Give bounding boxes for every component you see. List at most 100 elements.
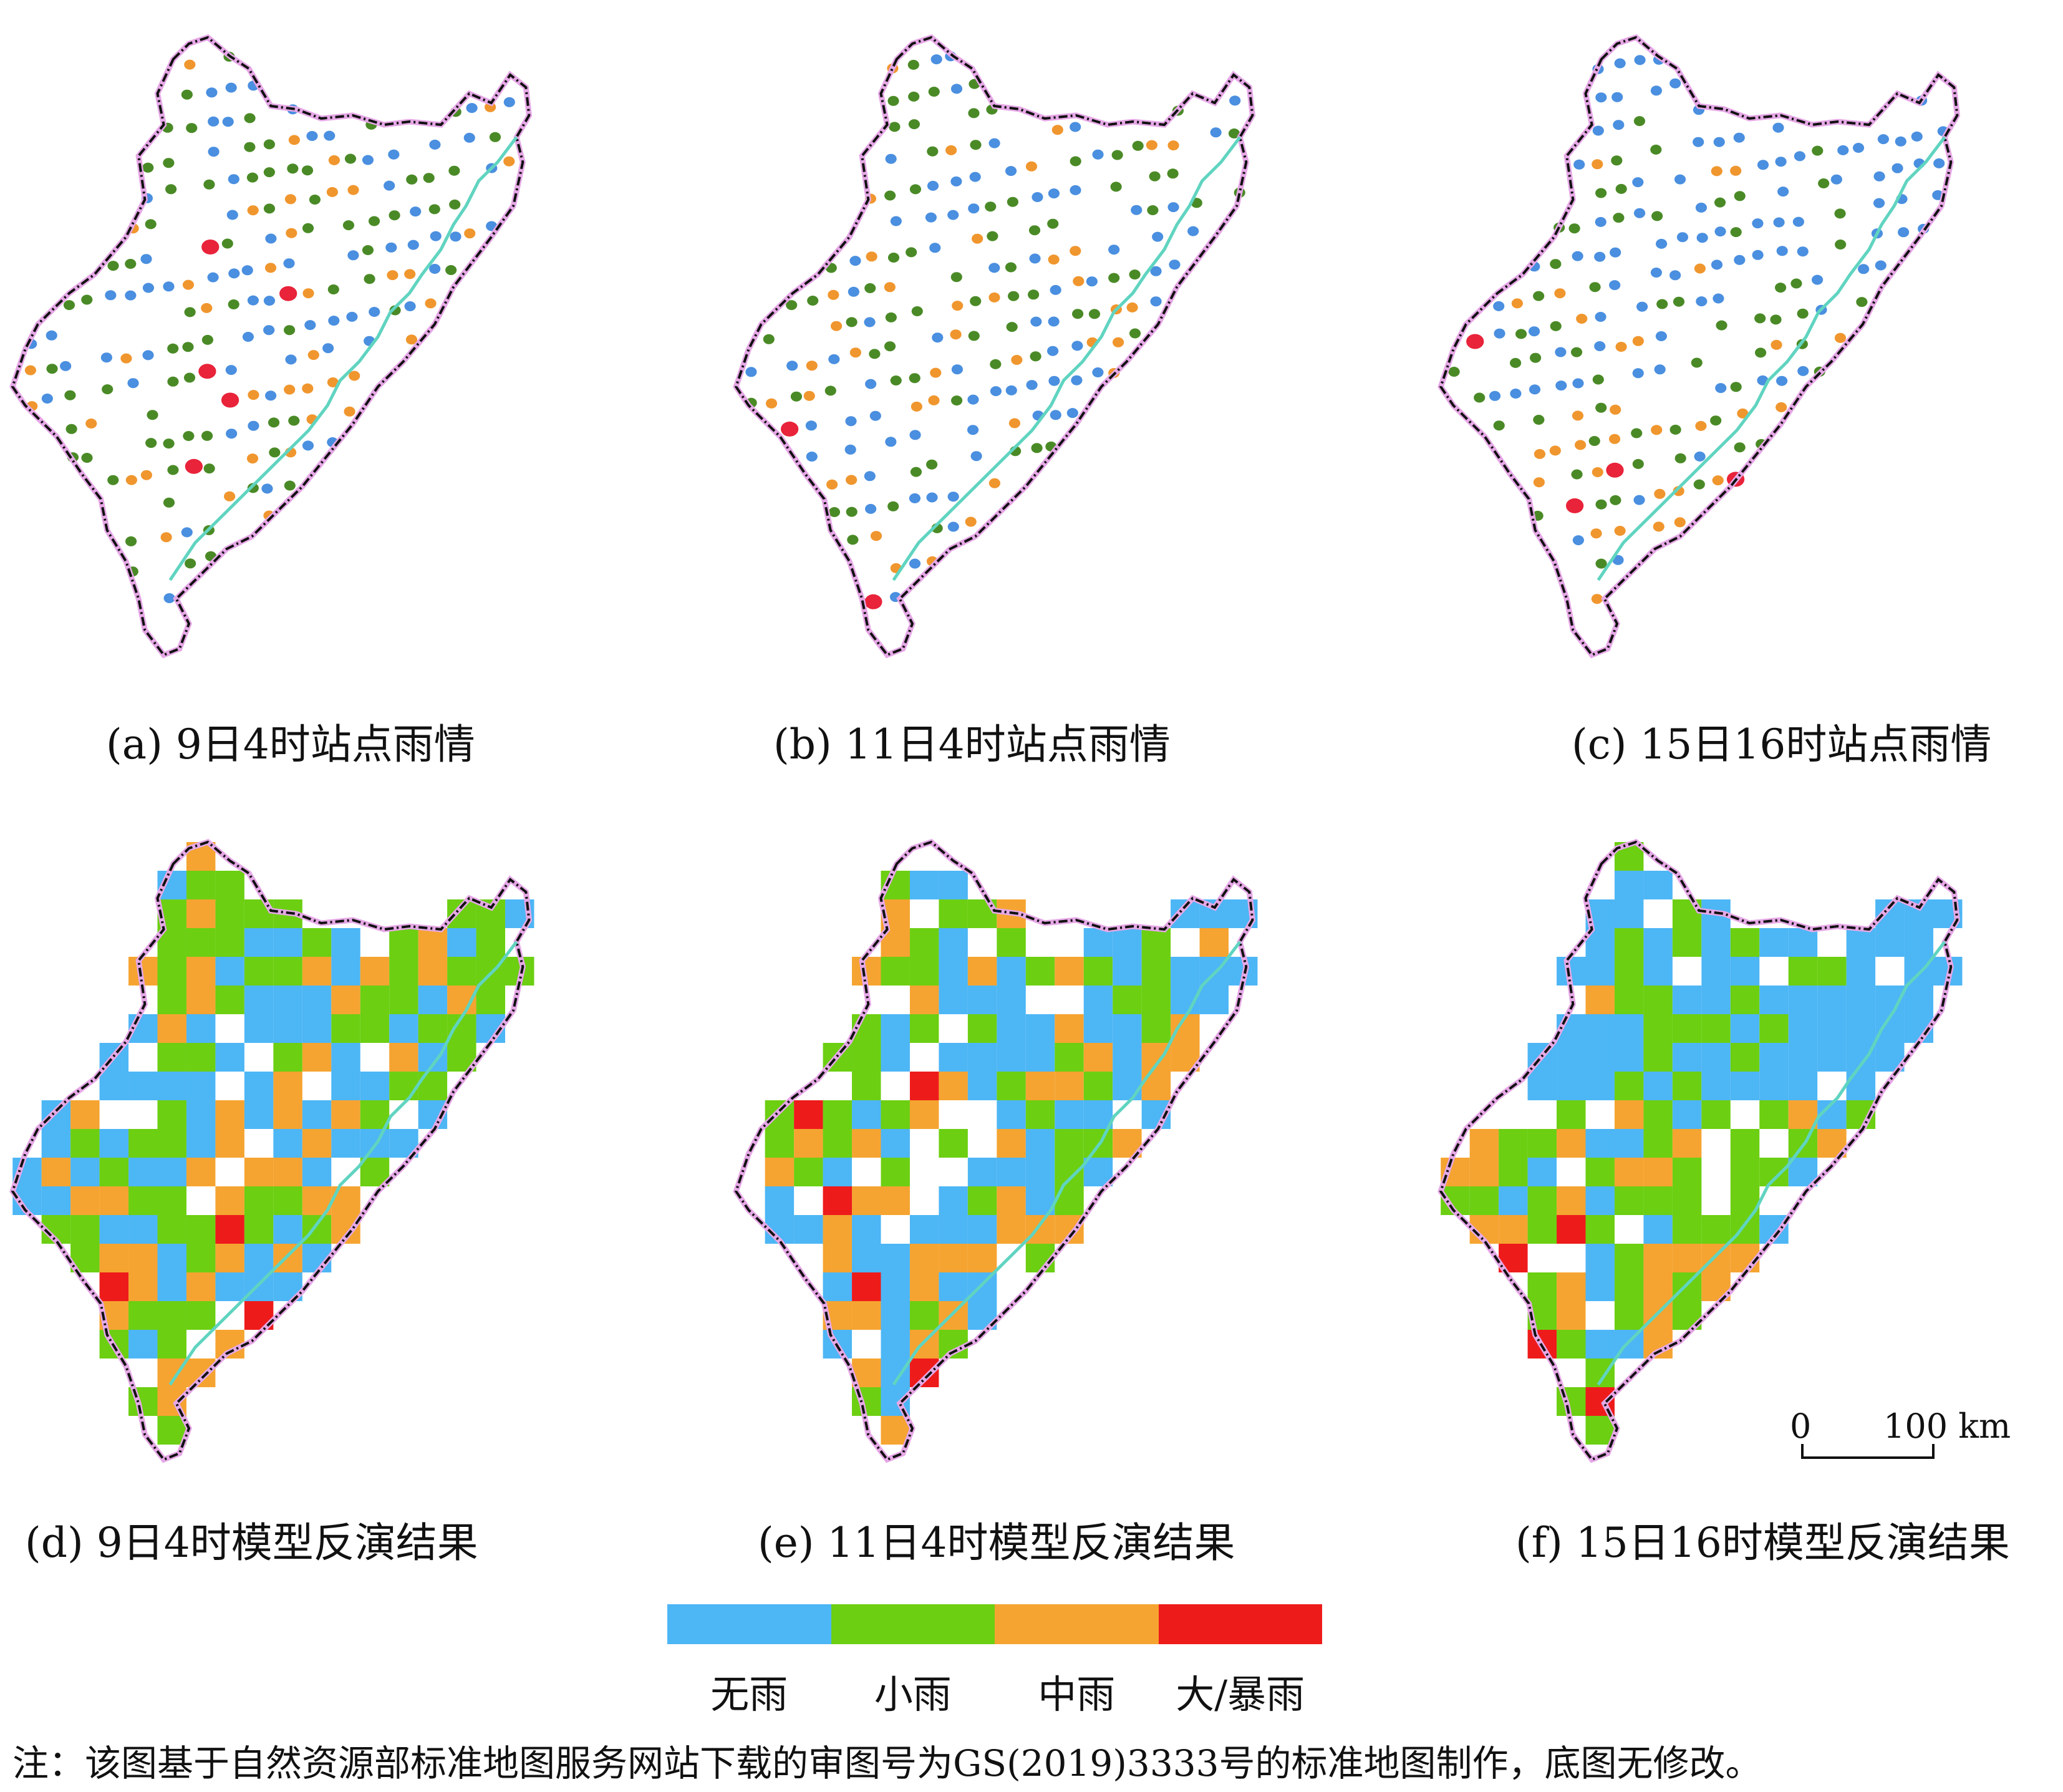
station-point [1108,273,1120,283]
station-point [326,186,338,197]
station-point [347,250,359,261]
station-point [1794,151,1805,162]
station-point [327,284,339,294]
grid-cell [967,957,997,986]
station-point [81,453,93,463]
station-point [1757,160,1769,170]
grid-cell [1025,1158,1055,1186]
station-point [1167,168,1179,179]
grid-cell [215,1186,244,1215]
station-point [85,419,97,429]
grid-cell [215,957,244,986]
station-point [368,216,380,226]
station-point [203,179,215,190]
station-point [1132,140,1144,151]
grid-cell [1672,1215,1702,1244]
station-point [140,470,153,480]
grid-cell [967,1272,997,1301]
station-point [1030,316,1042,327]
station-point [1070,156,1081,167]
station-point [1669,424,1681,435]
grid-cell [997,1014,1026,1043]
scale-bar-line [1802,1456,1933,1459]
station-point [100,352,112,363]
grid-cell [389,986,418,1014]
grid-cell [1817,1014,1847,1043]
station-point [1606,462,1624,478]
station-point [1611,92,1623,102]
station-point [1131,205,1143,215]
grid-cell [997,1043,1026,1072]
station-point [46,330,57,341]
grid-cell [1788,1043,1818,1072]
grid-cell [1171,957,1200,986]
station-point [265,390,277,401]
grid-cell [157,986,186,1014]
map-panel-b [723,0,1353,686]
station-point [463,132,475,143]
station-point [1126,302,1138,312]
station-point [503,156,515,167]
grid-cell [1557,1301,1586,1330]
grid-cell [1585,1043,1615,1072]
station-point [406,174,418,185]
grid-cell [215,1100,244,1129]
caption-f: (f) 15日16时模型反演结果 [1515,1519,2010,1567]
station-point [1613,213,1625,223]
station-point [222,117,234,127]
station-point [125,290,137,301]
grid-cell [852,1129,881,1158]
station-point [889,122,901,132]
station-point [404,269,416,279]
grid-cell [794,1129,823,1158]
grid-cell [99,1129,129,1158]
station-point [885,312,897,322]
station-point [1048,254,1060,265]
legend-label-light: 小雨 [874,1672,952,1717]
station-point [1898,227,1910,238]
grid-cell [186,1014,216,1043]
grid-cell [389,1043,418,1072]
station-point [142,350,154,361]
station-point [1210,127,1222,138]
grid-cell [1083,1100,1113,1129]
station-point [887,95,899,106]
station-point [763,334,775,344]
grid-cell [1614,986,1644,1014]
station-point [1852,143,1865,153]
station-point [1047,346,1059,356]
grid-cell [1614,1158,1644,1186]
grid-cell [1113,1014,1142,1043]
station-point [1734,191,1746,201]
station-point [967,425,979,435]
station-point [1875,260,1887,271]
grid-cell [273,1072,302,1100]
grid-cell [881,957,910,986]
station-point [790,391,803,402]
station-point [1610,404,1621,415]
station-point [1611,155,1623,166]
station-point [346,311,358,322]
grid-cell [939,957,968,986]
station-point [1576,314,1588,324]
station-point [1716,320,1727,331]
station-point [503,97,515,107]
station-point [1594,251,1606,262]
grid-cell [1643,1186,1673,1215]
grid-cell [1672,1158,1702,1186]
grid-cell [331,986,360,1014]
station-point [1509,357,1522,368]
station-point [947,210,959,220]
station-point [828,507,841,517]
station-point [120,353,132,364]
station-point [910,467,922,477]
station-point [846,506,858,517]
station-point [786,300,798,311]
station-point [1674,517,1686,528]
map-f [1437,838,1963,1463]
station-point [185,458,203,474]
station-point [263,203,276,214]
grid-cell [1701,986,1731,1014]
station-point [1028,225,1041,236]
grid-cell [302,1014,332,1043]
